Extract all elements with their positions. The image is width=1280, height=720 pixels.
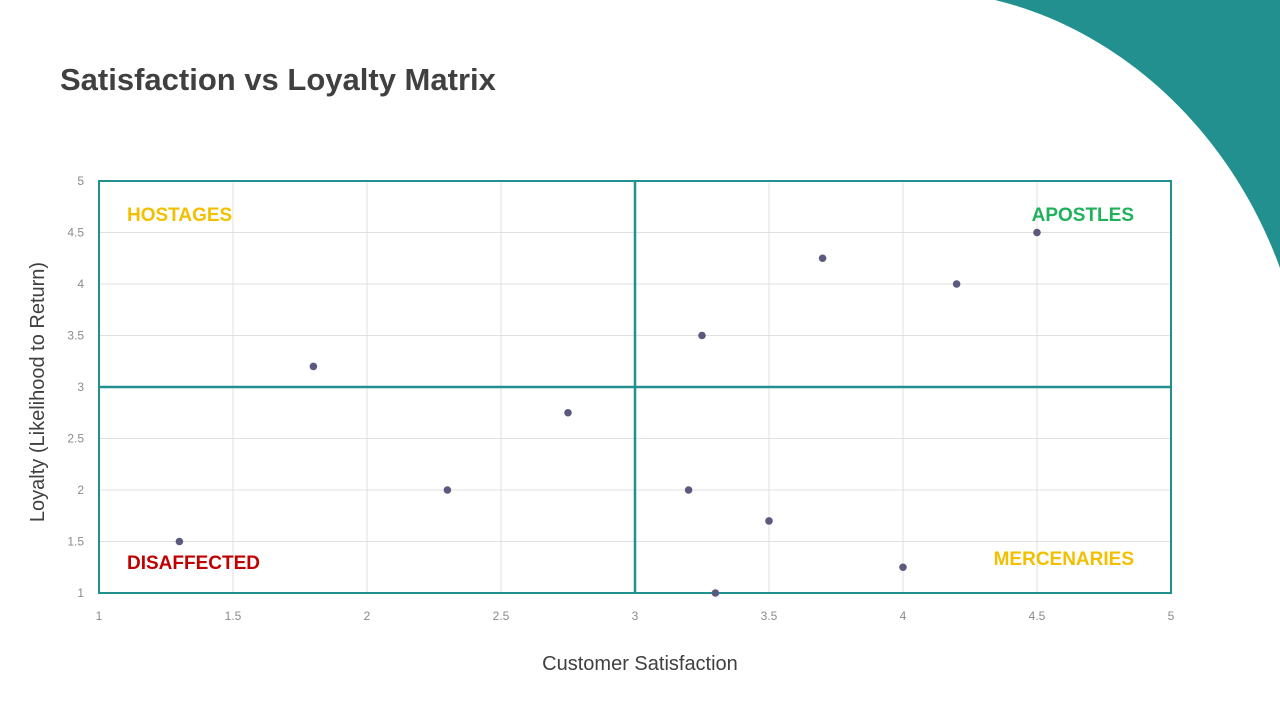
y-tick-label: 3: [77, 380, 84, 394]
data-point: [711, 589, 720, 597]
quadrant-apostles: APOSTLES: [1032, 205, 1134, 226]
data-point: [443, 486, 452, 494]
data-point: [564, 408, 572, 417]
x-tick-label: 2.5: [493, 609, 510, 623]
x-tick-label: 3: [632, 609, 639, 623]
x-tick-label: 3.5: [761, 609, 778, 623]
data-point: [1033, 228, 1041, 237]
quadrant-mercenaries: MERCENARIES: [994, 549, 1134, 570]
page-title: Satisfaction vs Loyalty Matrix: [60, 62, 496, 97]
x-tick-label: 1: [96, 609, 103, 623]
data-point: [698, 331, 706, 340]
x-tick-label: 2: [364, 609, 371, 623]
x-tick-label: 1.5: [225, 609, 242, 623]
y-tick-label: 1.5: [67, 535, 84, 549]
y-tick-label: 2: [77, 483, 84, 497]
quadrant-disaffected: DISAFFECTED: [127, 553, 260, 574]
y-tick-label: 4: [77, 277, 84, 291]
x-tick-label: 5: [1168, 609, 1175, 623]
quadrant-hostages: HOSTAGES: [127, 205, 232, 226]
y-tick-label: 5: [77, 174, 84, 188]
data-point: [309, 362, 318, 371]
x-axis-label: Customer Satisfaction: [542, 653, 738, 675]
corner-decoration: [995, 0, 1280, 268]
x-tick-label: 4.5: [1029, 609, 1046, 623]
data-point: [952, 280, 961, 288]
data-point: [818, 254, 827, 263]
data-point: [765, 517, 773, 525]
data-point: [899, 563, 907, 572]
y-tick-label: 2.5: [67, 432, 84, 446]
y-tick-label: 3.5: [67, 329, 84, 343]
x-tick-label: 4: [900, 609, 907, 623]
data-point: [684, 486, 693, 494]
y-axis-label: Loyalty (Likelihood to Return): [27, 262, 49, 522]
y-tick-label: 4.5: [67, 226, 84, 240]
y-tick-label: 1: [77, 586, 84, 600]
data-point: [175, 537, 184, 546]
